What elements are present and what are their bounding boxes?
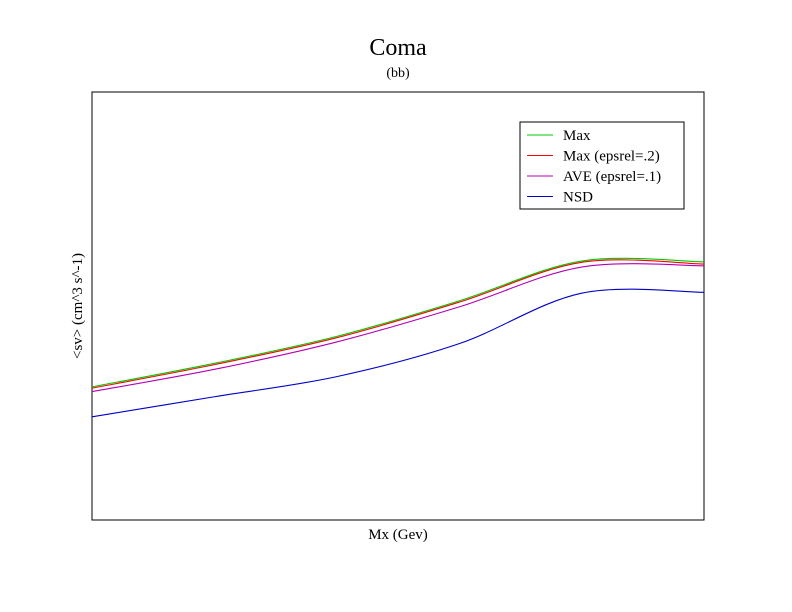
legend-label: Max [563, 128, 591, 144]
series-line-ave-epsrel-1 [92, 264, 704, 392]
y-axis-label: <sv> (cm^3 s^-1) [70, 253, 86, 359]
chart-subtitle: (bb) [386, 66, 410, 81]
series-line-nsd [92, 289, 704, 417]
legend: Max Max (epsrel=.2) AVE (epsrel=.1) NSD [520, 122, 684, 209]
x-axis-label: Mx (Gev) [368, 527, 428, 543]
legend-label: NSD [563, 190, 593, 206]
legend-label: Max (epsrel=.2) [563, 149, 660, 165]
series-line-max [92, 258, 704, 387]
chart-title: Coma [369, 35, 427, 61]
series-layer [92, 258, 704, 416]
legend-label: AVE (epsrel=.1) [563, 169, 661, 185]
